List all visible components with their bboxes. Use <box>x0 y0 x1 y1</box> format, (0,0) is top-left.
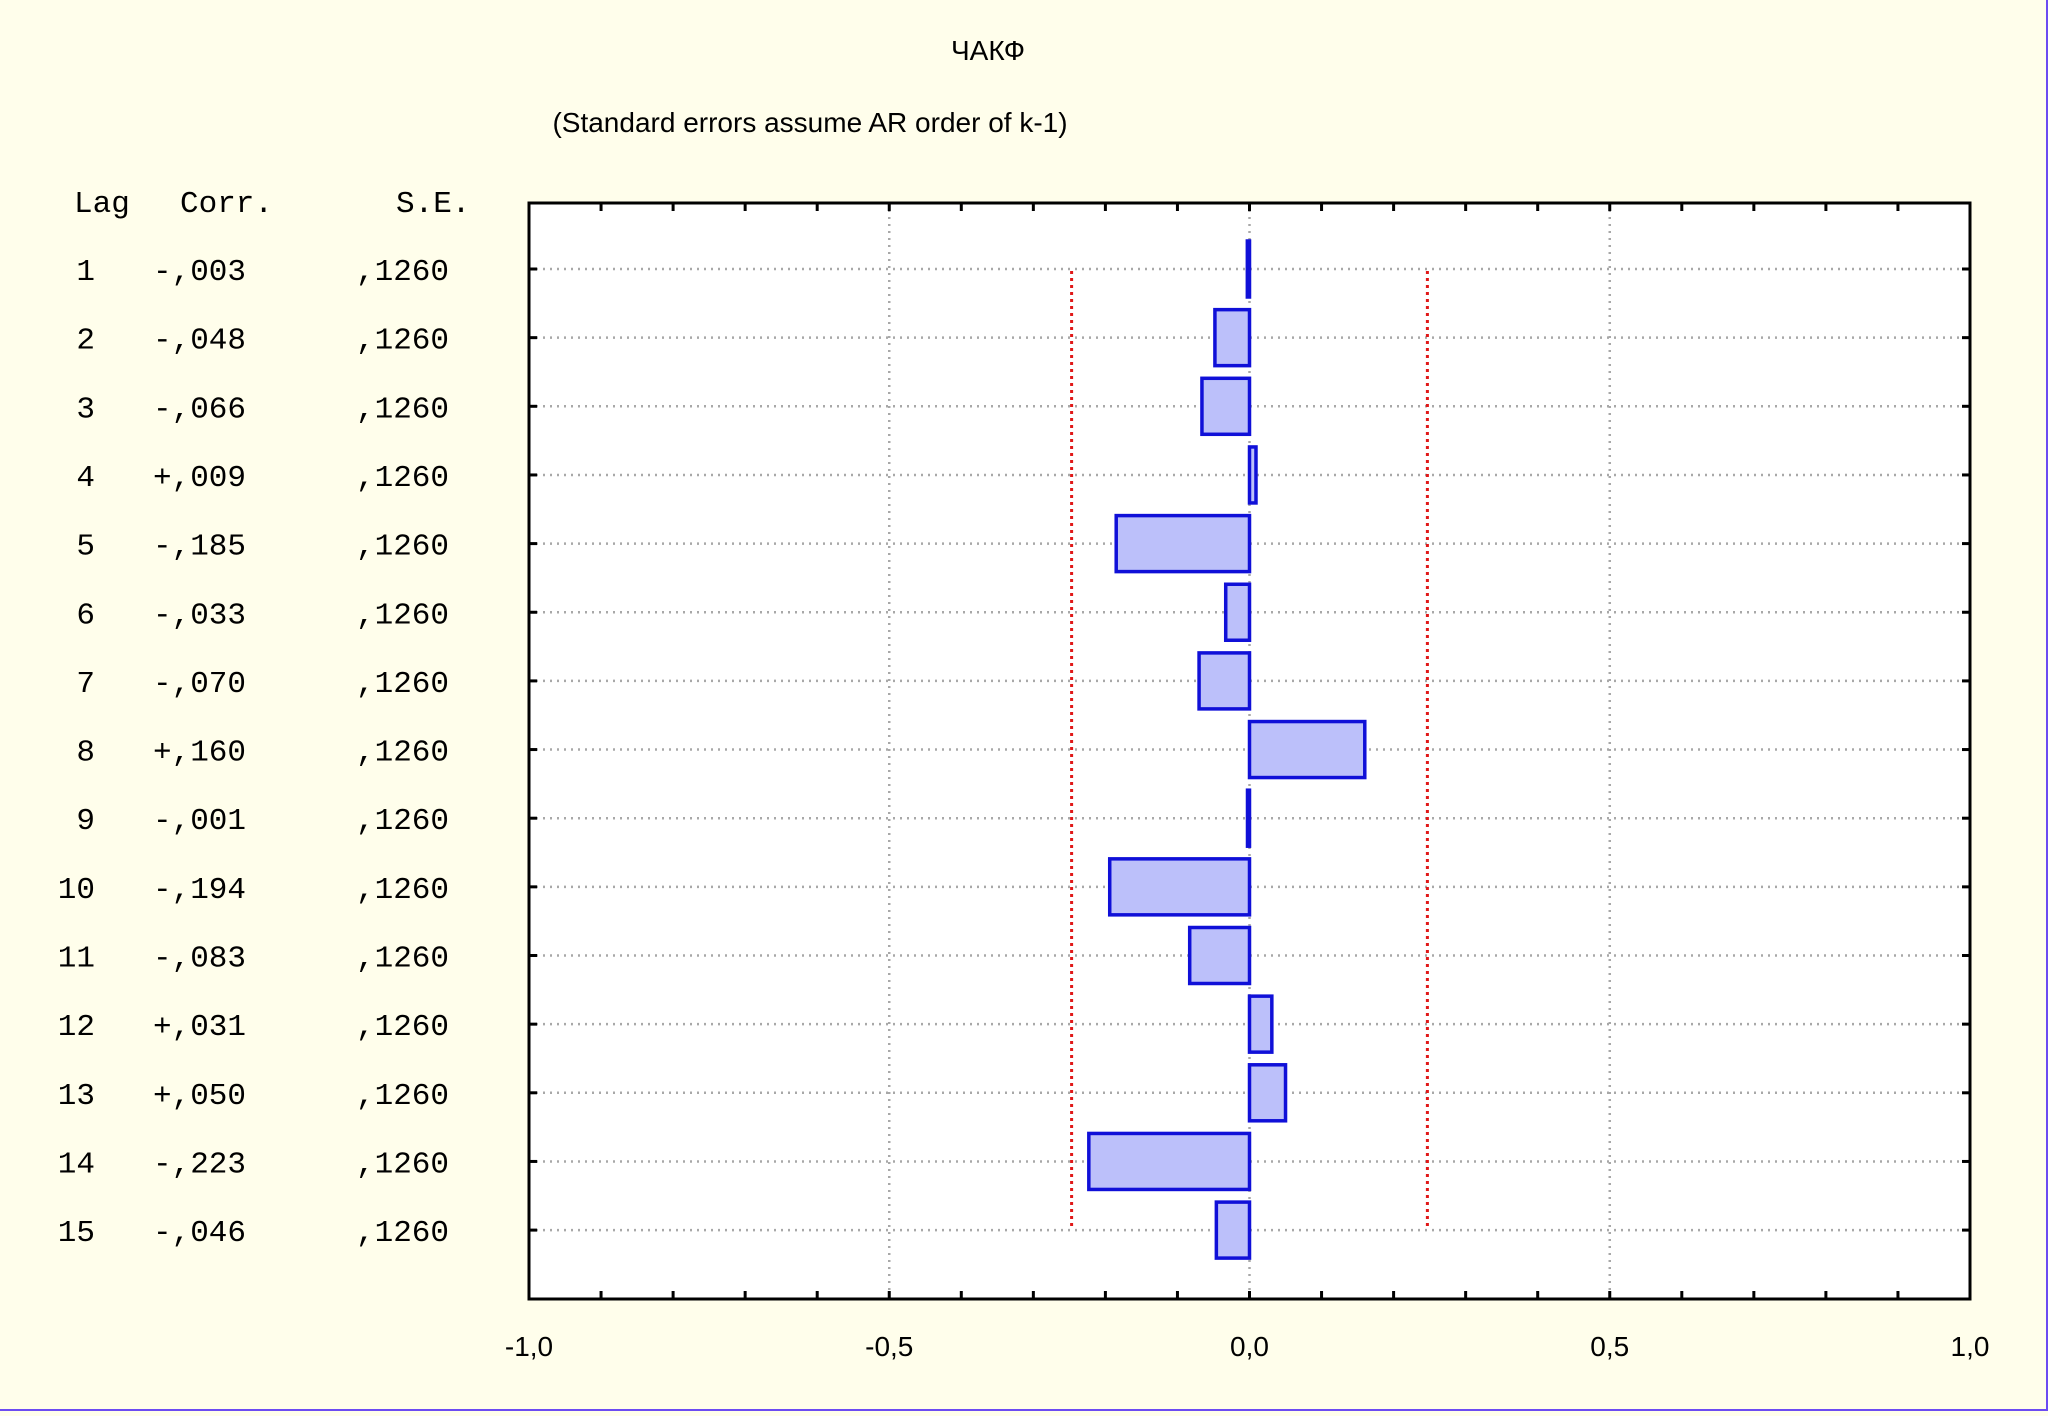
confidence-limit-lines <box>1070 271 1429 1226</box>
se-column-header: S.E. <box>396 187 470 222</box>
lag-cell: 1 <box>76 255 95 290</box>
correlation-bar <box>1245 788 1252 848</box>
x-tick-label: 0,0 <box>1230 1331 1269 1362</box>
se-cell: ,1260 <box>356 392 449 427</box>
corr-cell: -,070 <box>153 667 246 702</box>
se-cell: ,1260 <box>356 324 449 359</box>
se-cell: ,1260 <box>356 804 449 839</box>
tick-marks <box>527 203 1972 1299</box>
corr-cell: -,001 <box>153 804 246 839</box>
correlation-bar <box>1247 994 1274 1054</box>
corr-cell: -,185 <box>153 530 246 565</box>
lag-cell: 6 <box>76 598 95 633</box>
se-cell: ,1260 <box>356 667 449 702</box>
corr-cell: +,009 <box>153 461 246 496</box>
se-cell: ,1260 <box>356 1079 449 1114</box>
corr-cell: +,160 <box>153 736 246 771</box>
correlation-bar <box>1087 1131 1252 1192</box>
corr-cell: -,066 <box>153 392 246 427</box>
se-cell: ,1260 <box>356 1010 449 1045</box>
correlation-bar <box>1245 239 1252 299</box>
corr-cell: -,083 <box>153 942 246 977</box>
x-tick-label: 0,5 <box>1590 1331 1629 1362</box>
lag-cell: 7 <box>76 667 95 702</box>
correlation-bar <box>1197 651 1252 711</box>
correlation-bar <box>1247 1063 1288 1123</box>
correlation-bar <box>1223 582 1252 642</box>
lag-cell: 10 <box>58 873 95 908</box>
page-frame-bottom <box>0 1409 2048 1411</box>
se-cell: ,1260 <box>356 873 449 908</box>
x-tick-label: -0,5 <box>865 1331 913 1362</box>
se-cell: ,1260 <box>356 461 449 496</box>
corr-cell: -,223 <box>153 1147 246 1182</box>
x-axis-tick-labels: -1,0 -0,5 0,0 0,5 1,0 <box>505 1331 1990 1362</box>
chart-subtitle: (Standard errors assume AR order of k-1) <box>552 107 1067 138</box>
correlation-bar <box>1107 857 1252 917</box>
x-tick-label: -1,0 <box>505 1331 553 1362</box>
se-cell: ,1260 <box>356 1147 449 1182</box>
correlation-bar <box>1247 445 1258 505</box>
page-frame-right <box>2046 0 2048 1411</box>
correlation-bars <box>1087 239 1367 1260</box>
correlation-bar <box>1187 925 1252 986</box>
x-tick-label: 1,0 <box>1951 1331 1990 1362</box>
correlation-bar <box>1114 513 1252 574</box>
correlation-bar <box>1247 719 1367 780</box>
corr-cell: -,003 <box>153 255 246 290</box>
corr-cell: +,031 <box>153 1010 246 1045</box>
lag-cell: 14 <box>58 1147 95 1182</box>
correlation-bar <box>1200 376 1252 437</box>
lag-cell: 5 <box>76 530 95 565</box>
lag-cell: 15 <box>58 1216 95 1251</box>
lag-cell: 4 <box>76 461 95 496</box>
se-cell: ,1260 <box>356 530 449 565</box>
corr-column-header: Corr. <box>180 187 273 222</box>
corr-cell: -,033 <box>153 598 246 633</box>
lag-cell: 11 <box>58 942 95 977</box>
corr-cell: +,050 <box>153 1079 246 1114</box>
lag-cell: 12 <box>58 1010 95 1045</box>
corr-cell: -,048 <box>153 324 246 359</box>
chart-title: ЧАКФ <box>951 35 1025 66</box>
correlation-bar <box>1213 307 1252 368</box>
se-cell: ,1260 <box>356 1216 449 1251</box>
lag-cell: 13 <box>58 1079 95 1114</box>
se-cell: ,1260 <box>356 736 449 771</box>
lag-cell: 2 <box>76 324 95 359</box>
lag-table-rows: 1 -,003 ,1260 2 -,048 ,1260 3 -,066 ,1260 4 +,009,… <box>58 255 449 1251</box>
se-cell: ,1260 <box>356 598 449 633</box>
lag-column-header: Lag <box>74 187 130 222</box>
lag-cell: 8 <box>76 736 95 771</box>
correlation-bar <box>1214 1200 1252 1260</box>
corr-cell: -,194 <box>153 873 246 908</box>
corr-cell: -,046 <box>153 1216 246 1251</box>
se-cell: ,1260 <box>356 255 449 290</box>
lag-cell: 9 <box>76 804 95 839</box>
lag-cell: 3 <box>76 392 95 427</box>
se-cell: ,1260 <box>356 942 449 977</box>
